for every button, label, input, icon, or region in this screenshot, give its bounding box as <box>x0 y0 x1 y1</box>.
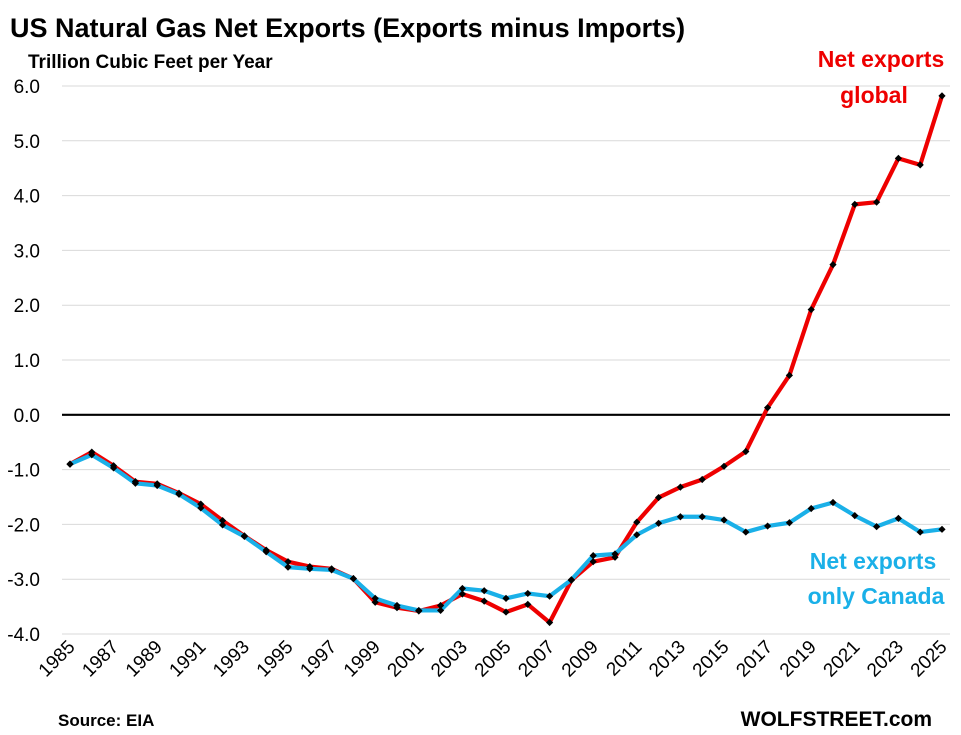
data-point-global <box>676 483 684 491</box>
data-point-canada <box>458 584 466 593</box>
data-point-canada <box>938 525 946 533</box>
y-tick-label: 3.0 <box>14 241 40 262</box>
data-point-global <box>589 558 597 566</box>
data-point-canada <box>262 548 270 556</box>
data-point-canada <box>633 531 641 539</box>
y-tick-label: -4.0 <box>7 625 40 646</box>
data-point-global <box>894 154 902 162</box>
data-point-canada <box>240 532 248 541</box>
data-point-global <box>698 475 706 484</box>
y-axis-label: Trillion Cubic Feet per Year <box>28 52 273 73</box>
series-label-global-line-2: global <box>840 82 908 108</box>
data-point-global <box>284 558 292 566</box>
data-point-global <box>480 597 488 605</box>
chart-title: US Natural Gas Net Exports (Exports minu… <box>10 13 685 43</box>
data-point-canada <box>415 606 423 615</box>
data-point-canada <box>371 594 379 602</box>
data-point-global <box>785 371 793 379</box>
data-point-global <box>524 600 532 609</box>
gridlines <box>62 85 950 635</box>
data-point-canada <box>785 519 793 527</box>
data-point-canada <box>349 575 357 583</box>
y-tick-label: 6.0 <box>14 77 40 98</box>
data-point-global <box>371 598 379 606</box>
data-point-canada <box>437 606 445 615</box>
data-point-canada <box>873 522 881 531</box>
y-tick-label: 4.0 <box>14 187 40 208</box>
y-tick-label: -1.0 <box>7 461 40 482</box>
series-label-global-line-1: Net exports <box>818 46 945 72</box>
watermark: WOLFSTREET.com <box>741 708 932 731</box>
data-point-canada <box>110 464 118 472</box>
data-point-canada <box>153 481 161 490</box>
series-label-canada-line-2: only Canada <box>808 583 945 609</box>
data-point-canada <box>589 552 597 560</box>
data-point-global <box>720 462 728 470</box>
data-point-canada <box>546 592 554 600</box>
data-point-canada <box>807 504 815 513</box>
data-point-global <box>655 493 663 502</box>
data-point-global <box>764 404 772 412</box>
data-point-global <box>546 618 554 627</box>
data-point-global <box>916 161 924 169</box>
data-point-global <box>437 601 445 610</box>
data-point-canada <box>851 512 859 520</box>
y-tick-label: 0.0 <box>14 406 40 427</box>
data-point-canada <box>698 513 706 521</box>
data-point-global <box>197 500 205 508</box>
data-point-canada <box>66 460 74 468</box>
data-point-canada <box>306 565 314 573</box>
series-label-canada-line-1: Net exports <box>810 548 937 574</box>
y-tick-label: -3.0 <box>7 570 40 591</box>
y-axis-ticks: 6.0 5.0 4.0 3.0 2.0 1.0 0.0 -1.0 -2.0 -3.0 -4.0 <box>7 77 40 646</box>
data-point-canada <box>829 498 837 507</box>
legend-label-global: Net exports global <box>818 46 945 108</box>
data-point-canada <box>502 594 510 602</box>
data-point-global <box>873 198 881 206</box>
data-point-canada <box>131 479 139 487</box>
data-point-global <box>502 608 510 616</box>
data-point-canada <box>219 521 227 529</box>
data-point-canada <box>655 519 663 527</box>
data-point-canada <box>197 504 205 512</box>
data-point-canada <box>676 513 684 521</box>
data-point-global <box>938 92 946 100</box>
data-point-global <box>458 590 466 598</box>
data-point-canada <box>524 589 532 598</box>
data-point-canada <box>328 566 336 574</box>
data-point-canada <box>764 522 772 530</box>
data-point-global <box>829 261 837 269</box>
data-point-canada <box>88 451 96 459</box>
y-tick-label: -2.0 <box>7 515 40 536</box>
data-point-canada <box>480 587 488 595</box>
y-tick-label: 5.0 <box>14 132 40 153</box>
source-note: Source: EIA <box>58 711 154 730</box>
legend-label-canada: Net exports only Canada <box>808 548 945 609</box>
series-markers <box>66 92 946 627</box>
data-point-canada <box>742 528 750 536</box>
data-point-canada <box>175 490 183 498</box>
y-tick-label: 1.0 <box>14 351 40 372</box>
data-point-canada <box>611 550 619 558</box>
data-point-global <box>633 518 641 526</box>
data-point-global <box>219 516 227 525</box>
data-point-canada <box>720 516 728 524</box>
data-point-global <box>807 305 815 314</box>
data-point-canada <box>894 514 902 522</box>
data-point-global <box>851 200 859 208</box>
data-point-canada <box>393 601 401 610</box>
y-tick-label: 2.0 <box>14 296 40 317</box>
data-point-canada <box>567 576 575 584</box>
data-point-canada <box>916 528 924 536</box>
data-point-canada <box>284 563 292 571</box>
data-point-global <box>742 447 750 456</box>
